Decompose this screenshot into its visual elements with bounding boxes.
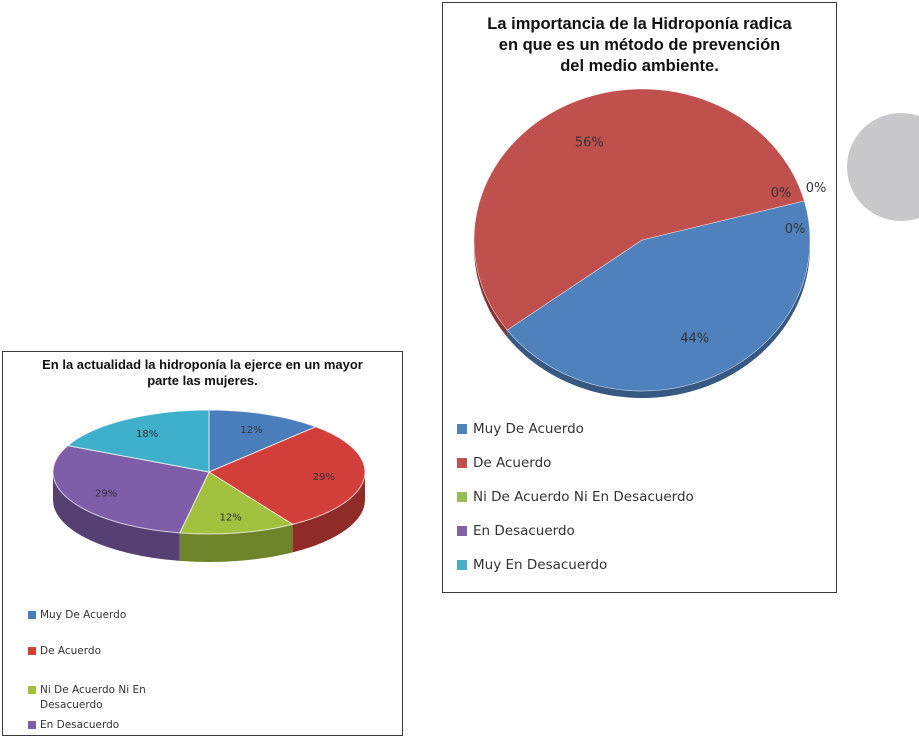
- pie-slice-muy-en-desacuerdo: [66, 409, 210, 473]
- title-line: La importancia de la Hidroponía radica: [487, 15, 792, 33]
- legend-label: De Acuerdo: [473, 455, 552, 471]
- legend-label: En Desacuerdo: [40, 719, 120, 731]
- legend-label: Muy De Acuerdo: [473, 421, 584, 437]
- title-line: parte las mujeres.: [147, 373, 258, 388]
- data-label: 0%: [806, 181, 827, 196]
- legend-label: Ni De Acuerdo Ni En Desacuerdo: [473, 489, 694, 505]
- pie-slice-ni-de-acuerdo-ni-en-desacuerdo: [179, 471, 294, 535]
- legend-item: Muy De Acuerdo: [28, 608, 178, 623]
- data-label: 29%: [313, 472, 335, 483]
- data-label: 18%: [136, 429, 158, 440]
- data-label: 56%: [575, 136, 604, 151]
- data-label: 0%: [785, 222, 806, 237]
- title-line: en que es un método de prevención: [498, 36, 781, 54]
- legend-swatch: [28, 647, 36, 655]
- legend-item: Ni De Acuerdo Ni En Desacuerdo: [28, 683, 178, 713]
- legend-item: En Desacuerdo: [457, 522, 757, 540]
- chart-right-panel: La importancia de la Hidroponía radica en…: [442, 2, 837, 593]
- pie-plot: 12% 29% 12% 29% 18%: [52, 409, 366, 562]
- legend-label: Ni De Acuerdo Ni En Desacuerdo: [40, 684, 146, 711]
- legend-swatch: [28, 611, 36, 619]
- data-label: 12%: [240, 425, 262, 436]
- pie-slice-muy-de-acuerdo: [506, 200, 811, 392]
- pie-slice-side: [179, 524, 293, 562]
- title-line: del medio ambiente.: [560, 57, 719, 75]
- data-label: 29%: [95, 488, 117, 499]
- legend-swatch: [457, 492, 467, 502]
- legend-item: En Desacuerdo: [28, 718, 178, 733]
- chart-title: La importancia de la Hidroponía radica en…: [443, 14, 836, 77]
- legend-swatch: [28, 721, 36, 729]
- pie-slice-en-desacuerdo: [52, 445, 210, 534]
- legend-item: Ni De Acuerdo Ni En Desacuerdo: [457, 488, 757, 506]
- legend-item: Muy De Acuerdo: [457, 420, 757, 438]
- legend-swatch: [457, 560, 467, 570]
- legend-label: En Desacuerdo: [473, 523, 575, 539]
- legend-label: Muy En Desacuerdo: [473, 557, 608, 573]
- chart-title: En la actualidad la hidroponía la ejerce…: [3, 357, 402, 389]
- data-label: 0%: [771, 186, 792, 201]
- legend-swatch: [457, 424, 467, 434]
- legend-item: Muy En Desacuerdo: [457, 556, 757, 574]
- pie-depth: [474, 240, 810, 399]
- legend-label: De Acuerdo: [40, 645, 101, 657]
- chart-left-panel: En la actualidad la hidroponía la ejerce…: [2, 351, 403, 736]
- pie-slice-muy-de-acuerdo: [208, 409, 318, 473]
- data-label: 44%: [680, 331, 709, 346]
- pie-slice-side: [52, 472, 180, 561]
- pie-slice-de-acuerdo: [207, 426, 366, 525]
- legend-swatch: [28, 686, 36, 694]
- legend-swatch: [457, 526, 467, 536]
- pie-plot: 44% 56% 0% 0% 0%: [473, 88, 827, 399]
- legend-swatch: [457, 458, 467, 468]
- legend-item: De Acuerdo: [28, 644, 178, 659]
- pie-slice-de-acuerdo: [473, 88, 805, 331]
- legend-label: Muy De Acuerdo: [40, 609, 127, 621]
- pie-slice-side: [474, 240, 508, 338]
- page-tab-disc: [847, 113, 919, 221]
- data-label: 12%: [220, 513, 242, 524]
- title-line: En la actualidad la hidroponía la ejerce…: [42, 357, 363, 372]
- legend-item: De Acuerdo: [457, 454, 757, 472]
